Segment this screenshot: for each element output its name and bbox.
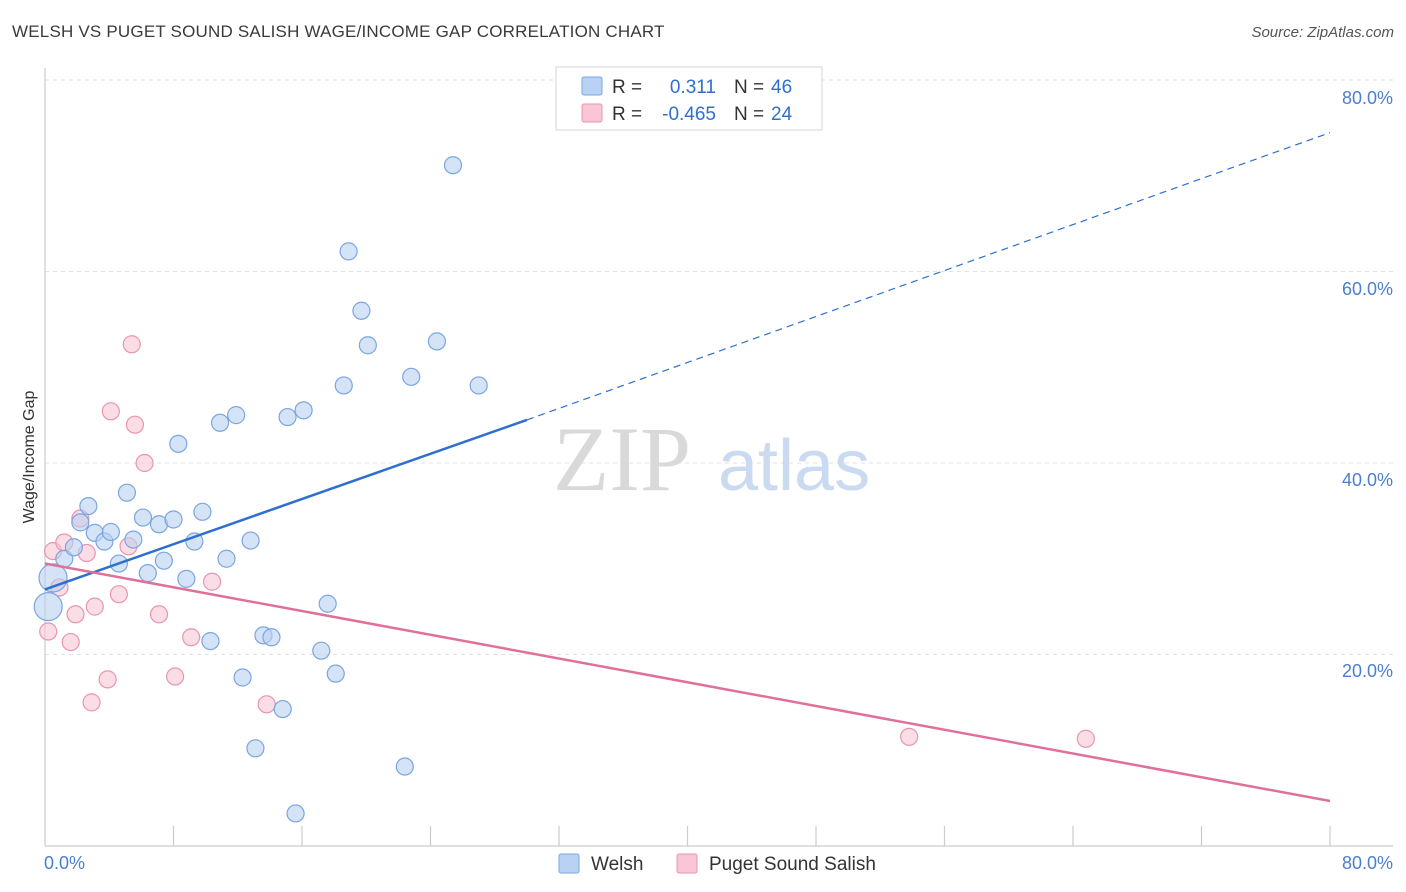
puget-point xyxy=(202,572,222,591)
y-tick-label-20: 20.0% xyxy=(1342,661,1393,681)
welsh-point xyxy=(352,301,371,320)
legend-puget-n-value: 24 xyxy=(771,104,793,125)
y-tick-label-80: 80.0% xyxy=(1342,88,1393,108)
bottom-legend-puget-swatch xyxy=(676,853,698,874)
puget-point xyxy=(85,597,104,616)
correlation-legend: R = 0.311 N = 46 R = -0.465 N = 24 xyxy=(555,66,823,131)
legend-welsh-r-value: 0.311 xyxy=(670,77,716,98)
x-tick-label-max: 80.0% xyxy=(1342,853,1393,873)
welsh-point xyxy=(177,569,196,588)
legend-welsh-r-label: R = xyxy=(612,77,642,98)
welsh-point xyxy=(193,502,212,521)
y-tick-label-40: 40.0% xyxy=(1342,470,1393,490)
welsh-point xyxy=(133,508,153,527)
puget-point xyxy=(98,670,117,689)
puget-point xyxy=(66,605,85,624)
welsh-point xyxy=(358,336,377,355)
puget-point xyxy=(257,695,276,714)
puget-point xyxy=(125,415,145,434)
welsh-point xyxy=(427,332,447,351)
welsh-point xyxy=(469,376,488,395)
chart-title: WELSH VS PUGET SOUND SALISH WAGE/INCOME … xyxy=(12,22,665,41)
puget-point xyxy=(61,632,80,652)
puget-point xyxy=(166,667,185,686)
puget-point xyxy=(39,622,58,641)
welsh-point xyxy=(273,699,292,719)
welsh-point xyxy=(201,631,220,651)
welsh-point xyxy=(339,242,358,261)
welsh-point xyxy=(233,668,252,687)
gridlines xyxy=(45,79,1393,655)
welsh-point xyxy=(402,367,421,386)
welsh-point xyxy=(79,496,98,516)
legend-welsh-n-value: 46 xyxy=(771,77,792,98)
watermark-atlas: atlas xyxy=(718,426,870,506)
puget-point xyxy=(109,585,128,604)
welsh-point xyxy=(64,538,84,557)
welsh-point xyxy=(101,522,120,542)
welsh-trend-line-extended xyxy=(526,132,1331,421)
puget-trend-line xyxy=(44,562,1331,803)
y-axis-label: Wage/Income Gap xyxy=(21,391,38,524)
welsh-point xyxy=(241,531,260,550)
welsh-point xyxy=(443,156,463,175)
welsh-point xyxy=(124,530,143,549)
data-points xyxy=(33,156,1095,823)
legend-welsh-n-label: N = xyxy=(734,77,764,98)
welsh-point xyxy=(326,664,345,683)
welsh-point xyxy=(334,376,353,395)
puget-point xyxy=(900,727,919,746)
welsh-point xyxy=(210,413,230,432)
legend-puget-n-label: N = xyxy=(734,104,764,125)
puget-point xyxy=(1076,729,1095,748)
welsh-point xyxy=(71,513,90,532)
welsh-point xyxy=(278,407,297,427)
x-ticks xyxy=(172,826,1331,846)
legend-puget-r-label: R = xyxy=(612,104,642,125)
legend-welsh-swatch xyxy=(581,76,603,96)
y-tick-label-60: 60.0% xyxy=(1342,279,1393,299)
welsh-point xyxy=(286,804,305,823)
puget-point xyxy=(82,693,101,712)
puget-point xyxy=(135,453,154,473)
welsh-point xyxy=(262,628,281,647)
bottom-legend-welsh-label: Welsh xyxy=(591,854,643,875)
welsh-point xyxy=(312,641,331,660)
welsh-trend-line xyxy=(44,418,528,591)
welsh-point xyxy=(154,551,173,570)
welsh-point xyxy=(164,510,183,529)
welsh-point xyxy=(169,434,188,453)
puget-point xyxy=(101,402,120,421)
welsh-point xyxy=(33,592,63,622)
puget-point xyxy=(182,628,201,647)
welsh-point xyxy=(318,594,337,613)
welsh-point xyxy=(294,401,313,420)
puget-point xyxy=(122,335,141,354)
bottom-legend-puget-label: Puget Sound Salish xyxy=(709,854,876,875)
puget-point xyxy=(149,605,169,624)
series-legend: Welsh Puget Sound Salish xyxy=(558,853,876,875)
source-label: Source: ZipAtlas.com xyxy=(1251,24,1394,41)
legend-puget-swatch xyxy=(581,103,603,123)
legend-puget-r-value: -0.465 xyxy=(662,104,716,125)
welsh-point xyxy=(217,549,236,568)
welsh-point xyxy=(246,739,265,758)
welsh-point xyxy=(138,564,157,583)
watermark-zip: ZIP xyxy=(553,408,691,510)
welsh-point xyxy=(117,483,137,502)
bottom-legend-welsh-swatch xyxy=(558,853,580,874)
welsh-point xyxy=(227,406,246,425)
welsh-point xyxy=(395,757,414,776)
trend-lines xyxy=(44,132,1331,803)
x-tick-label-min: 0.0% xyxy=(44,853,85,873)
